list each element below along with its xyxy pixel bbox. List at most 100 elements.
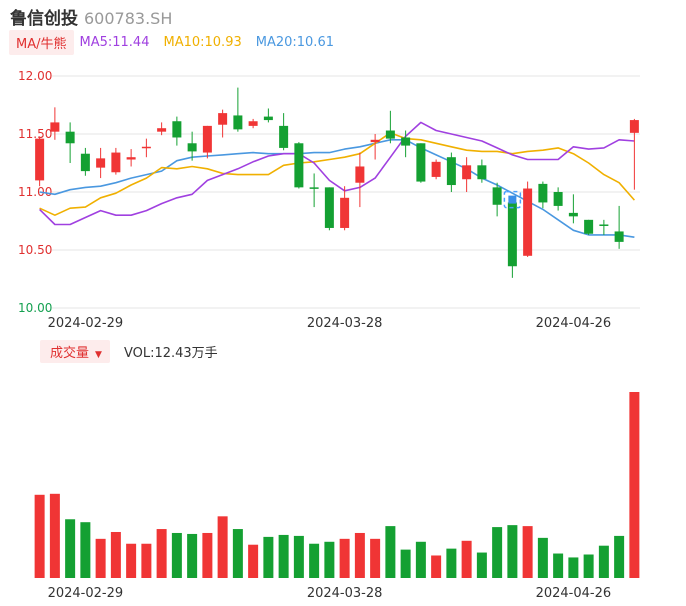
candle — [309, 173, 319, 208]
x-tick-label: 2024-03-28 — [307, 586, 383, 601]
candle — [340, 186, 350, 231]
candle-body — [187, 143, 197, 152]
candle-body — [568, 212, 578, 217]
candle — [202, 125, 212, 159]
marker-frame — [503, 190, 522, 209]
ma10-line — [39, 132, 636, 216]
candle-body — [431, 161, 441, 177]
candle-body — [385, 130, 395, 139]
candle — [401, 130, 411, 158]
volume-bar — [248, 544, 259, 578]
volume-bar — [141, 543, 152, 578]
candle-body — [50, 122, 60, 132]
volume-bar — [446, 548, 457, 578]
candle-body — [141, 146, 151, 149]
candle-body — [462, 165, 472, 180]
candle-body — [553, 192, 563, 206]
x-tick-label: 2024-03-28 — [307, 316, 383, 331]
candle — [50, 107, 60, 140]
candle-body — [614, 231, 624, 242]
volume-bar — [156, 529, 167, 578]
volume-bar — [126, 543, 137, 578]
candle — [370, 134, 380, 160]
volume-bar — [65, 519, 76, 578]
candle — [294, 142, 304, 189]
marker — [503, 190, 522, 209]
candle — [385, 110, 395, 144]
candle — [523, 181, 533, 257]
candle-body — [416, 143, 426, 182]
y-tick-label: 11.00 — [18, 185, 52, 199]
candle-body — [401, 137, 411, 146]
volume-bar — [492, 527, 503, 578]
candle — [218, 109, 228, 138]
candle — [187, 131, 197, 161]
candle-body — [172, 121, 182, 138]
candle-body — [523, 188, 533, 256]
candle — [614, 205, 624, 249]
volume-bar — [354, 532, 365, 578]
candle — [629, 118, 639, 190]
candle — [233, 87, 243, 132]
stock-name: 鲁信创投 — [10, 9, 78, 29]
candle-body — [248, 121, 258, 126]
candle — [416, 143, 426, 183]
ma-legend: MA/牛熊 MA5:11.44 MA10:10.93 MA20:10.61 — [9, 29, 348, 55]
candle-body — [538, 183, 548, 203]
candle-body — [218, 113, 228, 125]
candle-body — [507, 202, 517, 267]
volume-bar — [187, 533, 198, 578]
y-tick-label: 10.00 — [18, 301, 52, 315]
volume-bar — [431, 555, 442, 578]
volume-indicator-button[interactable]: 成交量 ▼ — [40, 339, 110, 363]
y-tick-label: 12.00 — [18, 69, 52, 83]
candle — [599, 219, 609, 235]
candle-body — [324, 187, 334, 228]
candle-body — [309, 187, 319, 189]
volume-bar — [370, 538, 381, 578]
volume-bar — [34, 494, 45, 578]
ma5-line — [39, 121, 635, 226]
volume-bar — [400, 549, 411, 578]
candle — [263, 108, 273, 123]
volume-bar — [385, 526, 396, 578]
volume-bar — [263, 536, 274, 578]
candle — [492, 182, 502, 217]
volume-bar — [476, 552, 487, 578]
volume-bar — [537, 537, 548, 578]
volume-bar — [95, 538, 106, 578]
candle-body — [370, 139, 380, 143]
volume-bars — [34, 392, 640, 578]
volume-bar — [583, 554, 594, 578]
candle-body — [492, 187, 502, 205]
candle — [507, 202, 517, 278]
y-tick-label: 10.50 — [18, 243, 52, 257]
price-axis: 12.00 11.50 11.00 10.50 10.00 — [18, 69, 52, 315]
ma-indicator-button[interactable]: MA/牛熊 — [9, 29, 74, 55]
candle — [538, 181, 548, 209]
price-grid — [52, 75, 640, 309]
candles — [35, 87, 639, 278]
volume-bar — [80, 522, 91, 578]
candle-body — [446, 157, 456, 186]
volume-date-axis: 2024-02-29 2024-03-28 2024-04-26 — [48, 586, 612, 601]
candle-body — [202, 125, 212, 153]
volume-bar — [309, 543, 320, 578]
candle — [431, 159, 441, 180]
candle — [553, 187, 563, 211]
volume-bar — [202, 532, 213, 578]
volume-bar — [461, 540, 472, 578]
volume-bar — [217, 516, 228, 578]
candle — [355, 152, 365, 208]
candle — [35, 136, 45, 187]
volume-bar — [278, 534, 289, 578]
volume-bar — [568, 557, 579, 578]
volume-bar — [629, 392, 640, 578]
volume-bar — [614, 535, 625, 578]
volume-value: VOL:12.43万手 — [123, 345, 218, 361]
candle-body — [126, 157, 136, 160]
volume-bar — [324, 541, 335, 578]
candle-body — [263, 116, 273, 121]
volume-bar — [598, 545, 609, 578]
